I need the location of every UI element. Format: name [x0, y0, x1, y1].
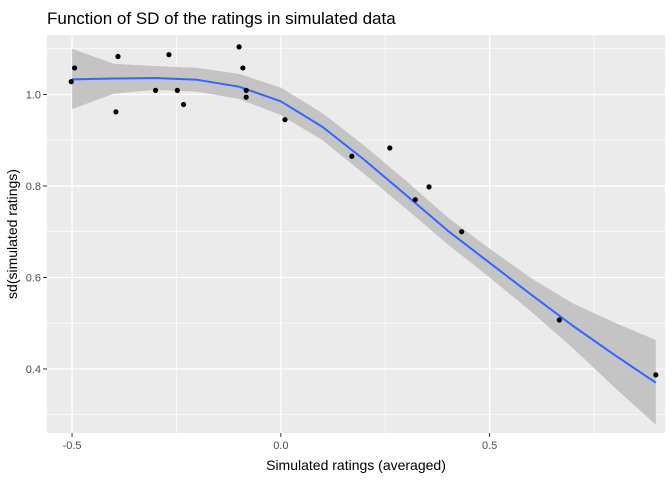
data-point: [174, 87, 180, 93]
data-point: [243, 94, 249, 100]
x-axis: -0.5 0.0 0.5: [63, 433, 497, 452]
data-point: [152, 87, 159, 93]
confidence-band: [72, 48, 656, 425]
y-tick-label: 0.6: [26, 272, 41, 284]
data-point: [240, 65, 246, 71]
data-point: [115, 53, 121, 60]
data-point: [282, 117, 288, 123]
data-point: [556, 317, 562, 323]
data-point: [412, 197, 418, 203]
data-point: [459, 229, 465, 235]
data-point: [68, 79, 74, 85]
confidence-band-layer: [72, 48, 656, 425]
data-point: [166, 52, 172, 58]
y-tick-label: 0.4: [26, 364, 41, 376]
smooth-line-layer: [72, 77, 657, 384]
x-tick-label: 0.0: [273, 440, 288, 452]
x-axis-label: Simulated ratings (averaged): [266, 457, 446, 473]
plot-panel: [47, 35, 665, 433]
y-tick-label: 1.0: [26, 89, 41, 101]
smooth-line: [72, 77, 657, 384]
grid-minor: [47, 35, 665, 433]
x-tick-label: -0.5: [63, 440, 82, 452]
data-point: [653, 372, 659, 378]
data-point: [71, 65, 78, 71]
y-axis: 0.4 0.6 0.8 1.0: [26, 89, 47, 376]
data-point: [387, 145, 393, 151]
y-tick-label: 0.8: [26, 181, 41, 193]
data-point: [180, 101, 187, 108]
chart-title: Function of SD of the ratings in simulat…: [47, 9, 396, 28]
data-point: [243, 87, 249, 93]
data-point: [426, 184, 432, 190]
y-axis-label: sd(simulated ratings): [4, 169, 20, 299]
grid-major: [47, 35, 665, 433]
data-point: [236, 44, 242, 50]
x-tick-label: 0.5: [482, 440, 497, 452]
points-layer: [68, 44, 659, 378]
data-point: [113, 109, 119, 115]
data-point: [349, 153, 355, 159]
